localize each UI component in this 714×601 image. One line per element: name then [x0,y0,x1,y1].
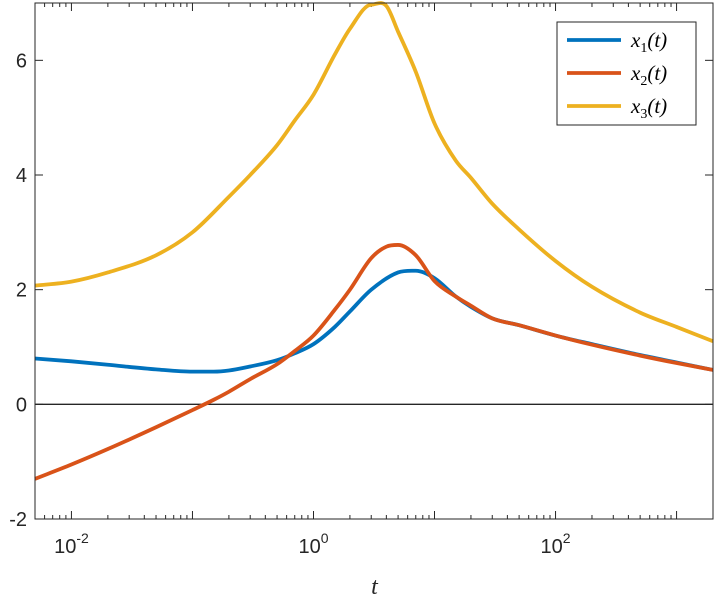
x-tick-label: 100 [298,530,328,558]
y-tick-label: 0 [16,394,27,416]
x-tick-label: 10-2 [54,530,89,558]
plot-frame [34,2,714,520]
y-tick-label: 6 [16,50,27,72]
x-axis: 10-2 100 102 [34,3,714,558]
y-tick-label: 4 [16,165,27,187]
y-tick-label: -2 [9,509,27,531]
legend-label-1: x1(t) [630,28,667,56]
x-axis-label: t [371,574,379,600]
legend: x1(t) x2(t) x3(t) [556,21,697,126]
x-tick-label: 102 [541,530,571,558]
legend-label-3: x3(t) [630,94,667,122]
legend-label-2: x2(t) [630,61,667,89]
y-axis: -2 0 2 4 6 [9,50,713,531]
y-tick-label: 2 [16,280,27,302]
series-line-2 [34,243,714,481]
